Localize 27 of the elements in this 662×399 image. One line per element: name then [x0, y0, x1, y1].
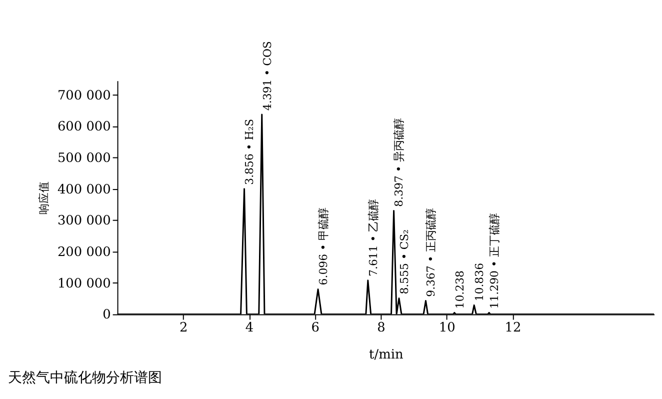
- y-tick-label: 300 000: [57, 214, 111, 229]
- y-axis-title: 响应值: [37, 181, 50, 214]
- x-tick-label: 10: [438, 320, 456, 336]
- annotation: 10.238: [453, 270, 466, 309]
- text: 天然气中硫化物分析谱图: [8, 370, 162, 386]
- annotation: 11.290 • 正丁硫醇: [488, 213, 502, 309]
- annotation: 10.836: [473, 262, 486, 302]
- y-tick-label: 500 000: [57, 150, 111, 166]
- annotation: 3.856 • H₂S: [243, 118, 256, 185]
- y-tick-label: 0: [102, 308, 111, 323]
- y-tick-label: 400 000: [57, 182, 111, 198]
- x-tick-label: 6: [311, 320, 320, 336]
- annotation: 8.397 • 异丙硫醇: [392, 118, 406, 207]
- y-tick-label: 600 000: [57, 120, 111, 135]
- annotation: 9.367 • 正丙硫醇: [424, 208, 438, 297]
- x-tick-label: 4: [245, 320, 254, 336]
- x-axis-title: t/min: [369, 348, 404, 363]
- annotation: 6.096 • 甲硫醇: [316, 208, 330, 286]
- x-tick-label: 8: [377, 320, 386, 336]
- annotation: 4.391 • COS: [260, 41, 274, 111]
- annotation: 8.555 • CS₂: [398, 229, 411, 294]
- y-tick-label: 200 000: [57, 245, 111, 260]
- x-tick-label: 12: [504, 320, 522, 336]
- y-tick-label: 700 000: [57, 88, 111, 104]
- x-tick-label: 2: [180, 320, 188, 336]
- y-tick-label: 100 000: [57, 276, 111, 292]
- annotation: 7.611 • 乙硫醇: [366, 198, 380, 276]
